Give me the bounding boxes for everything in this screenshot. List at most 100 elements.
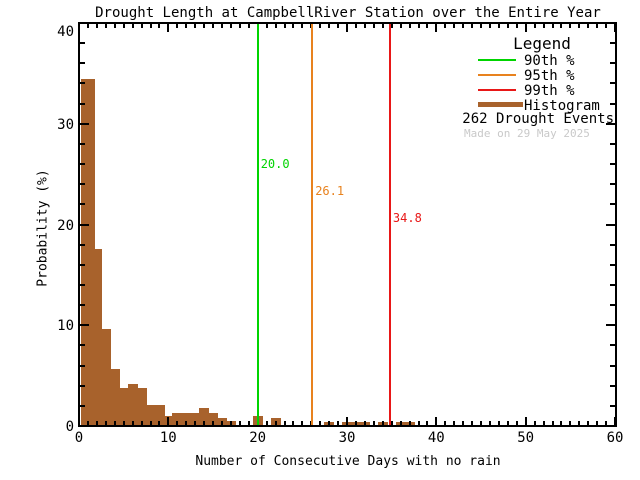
x-minor-tick-top [176,24,179,28]
x-minor-tick-top [596,24,599,28]
x-minor-tick-top [247,24,250,28]
x-minor-tick-top [301,24,304,28]
y-major-tick [80,122,89,125]
x-minor-tick [274,421,277,425]
y-minor-tick-right [610,62,615,65]
x-minor-tick-top [363,24,366,28]
histogram-bar-day-5 [118,387,129,425]
x-minor-tick-top [480,24,482,28]
x-minor-tick [238,421,241,425]
x-minor-tick [337,421,340,425]
x-minor-tick-top [131,24,134,28]
y-minor-tick-right [610,364,615,367]
made-on-date: Made on 29 May 2025 [464,127,590,140]
x-minor-tick-top [113,24,116,28]
x-minor-tick-top [578,24,581,28]
x-minor-tick [194,421,197,425]
histogram-bar-day-14 [199,407,210,425]
x-minor-tick [301,421,304,425]
x-minor-tick-top [194,24,197,28]
x-minor-tick [408,421,411,425]
y-minor-tick-right [610,384,615,387]
x-major-tick [167,417,170,425]
x-minor-tick-top [265,24,268,28]
histogram-bar-day-13 [190,412,201,425]
y-major-tick [80,324,89,327]
x-minor-tick [328,421,331,425]
x-minor-tick [426,421,429,425]
x-minor-tick [122,421,125,425]
y-minor-tick [80,102,85,105]
y-minor-tick-right [610,263,615,266]
x-minor-tick [480,421,482,425]
y-minor-tick-right [610,404,615,407]
x-minor-tick-top [497,24,500,28]
x-minor-tick [140,421,143,425]
legend-line-90th--icon [478,59,516,61]
y-minor-tick-right [610,203,615,206]
percentile-label-90th: 20.0 [260,157,290,171]
legend-line-99th--icon [478,89,516,91]
histogram-bar-day-11 [172,412,183,425]
x-minor-tick-top [515,24,518,28]
x-minor-tick [229,421,232,425]
x-minor-tick [86,421,89,425]
y-minor-tick [80,142,85,145]
histogram-bar-day-9 [154,404,165,425]
x-minor-tick [363,421,366,425]
x-minor-tick-top [292,24,295,28]
y-major-tick-right [606,122,615,125]
x-minor-tick [203,421,206,425]
x-minor-tick-top [399,24,402,28]
y-minor-tick [80,364,85,367]
legend-label-1: 95th % [524,68,575,84]
x-minor-tick [444,421,447,425]
legend-label-0: 90th % [524,53,575,69]
x-minor-tick-top [283,24,286,28]
y-minor-tick-right [610,183,615,186]
chart-title: Drought Length at CampbellRiver Station … [95,5,601,21]
x-major-tick [78,417,80,425]
x-minor-tick-top [471,24,474,28]
x-tick-label-30: 30 [338,430,356,446]
x-minor-tick-top [203,24,206,28]
x-major-tick [435,417,438,425]
y-minor-tick [80,263,85,266]
y-major-tick [80,223,89,226]
histogram-bar-day-2 [92,248,102,425]
x-minor-tick-top [122,24,125,28]
x-minor-tick-top [212,24,214,28]
x-minor-tick [399,421,402,425]
x-minor-tick-top [551,24,554,28]
histogram-bar-day-4 [109,368,120,425]
y-minor-tick [80,183,85,186]
y-minor-tick-right [610,82,615,85]
x-minor-tick [176,421,179,425]
legend-label-2: 99th % [524,83,575,99]
x-minor-tick [265,421,268,425]
x-minor-tick [185,421,188,425]
y-minor-tick [80,384,85,387]
x-minor-tick-top [390,24,393,28]
legend-line-95th--icon [478,74,516,76]
x-minor-tick-top [337,24,340,28]
x-minor-tick [381,421,384,425]
x-minor-tick [542,421,545,425]
x-minor-tick-top [220,24,223,28]
x-minor-tick-top [274,24,277,28]
x-minor-tick-top [381,24,384,28]
x-minor-tick-top [417,24,420,28]
x-major-tick-top [614,24,616,32]
x-tick-label-10: 10 [159,430,177,446]
y-minor-tick [80,163,85,166]
x-minor-tick [578,421,581,425]
y-minor-tick-right [610,142,615,145]
x-tick-label-60: 60 [606,430,624,446]
x-minor-tick [220,421,223,425]
x-minor-tick-top [542,24,545,28]
x-minor-tick-top [354,24,357,28]
plot-frame [78,22,617,427]
y-minor-tick [80,243,85,246]
